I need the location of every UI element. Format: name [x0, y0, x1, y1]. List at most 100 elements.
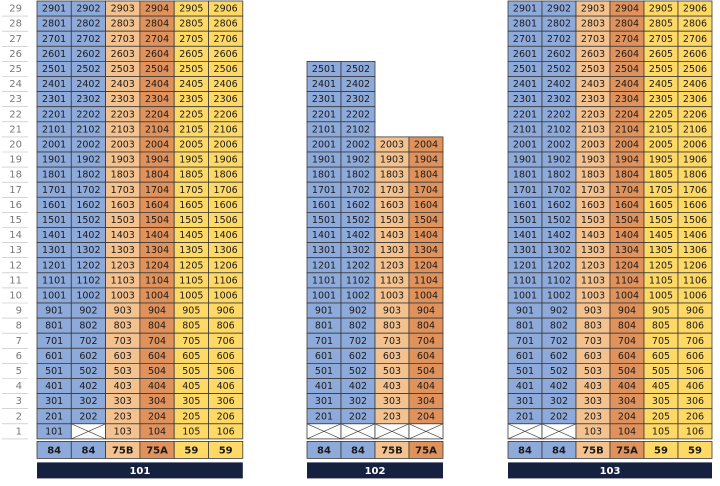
unit-number: 1003 [581, 290, 605, 301]
unit-number: 1604 [615, 200, 639, 211]
unit-number: 1302 [76, 245, 100, 256]
unit-number: 2304 [615, 94, 639, 105]
unit-number: 1406 [683, 230, 707, 241]
unit-number: 2103 [581, 124, 605, 135]
unit-number: 1504 [145, 215, 169, 226]
unit-number: 503 [584, 366, 602, 377]
unit-number: 302 [550, 396, 568, 407]
unit-number: 2306 [214, 94, 238, 105]
unit-number: 1305 [649, 245, 673, 256]
floor-label: 19 [9, 155, 22, 166]
unit-number: 2501 [513, 64, 537, 75]
unit-number: 802 [550, 321, 568, 332]
unit-number: 602 [550, 351, 568, 362]
unit-number: 305 [182, 396, 200, 407]
unit-number: 902 [550, 306, 568, 317]
unit-number: 705 [652, 336, 670, 347]
unit-number: 1401 [42, 230, 66, 241]
unit-number: 2102 [346, 124, 370, 135]
unit-number: 1801 [312, 170, 336, 181]
unit-number: 101 [45, 426, 63, 437]
unit-number: 606 [686, 351, 704, 362]
unit-number: 801 [516, 321, 534, 332]
unit-number: 602 [79, 351, 97, 362]
unit-number: 2301 [312, 94, 336, 105]
unit-number: 505 [182, 366, 200, 377]
unit-number: 1503 [581, 215, 605, 226]
unit-number: 105 [182, 426, 200, 437]
unit-number: 2001 [42, 139, 66, 150]
unit-number: 402 [349, 381, 367, 392]
unit-type: 84 [47, 445, 61, 456]
unit-number: 103 [114, 426, 132, 437]
unit-number: 2701 [42, 34, 66, 45]
unit-number: 2505 [179, 64, 203, 75]
unit-number: 2105 [649, 124, 673, 135]
unit-number: 2606 [683, 49, 707, 60]
unit-type: 59 [654, 445, 668, 456]
unit-number: 1001 [513, 290, 537, 301]
floor-label: 23 [9, 94, 22, 105]
unit-number: 2502 [76, 64, 100, 75]
floor-label: 13 [9, 245, 22, 256]
floor-label: 11 [9, 275, 22, 286]
unit-number: 1105 [649, 275, 673, 286]
unit-cell [208, 423, 244, 440]
unit-number: 1601 [312, 200, 336, 211]
unit-number: 1802 [346, 170, 370, 181]
unit-number: 1901 [312, 155, 336, 166]
floor-label: 24 [9, 79, 22, 90]
unit-number: 1004 [145, 290, 169, 301]
unit-number: 2203 [581, 109, 605, 120]
floor-label: 12 [9, 260, 22, 271]
unit-number: 2703 [111, 34, 135, 45]
unit-number: 605 [652, 351, 670, 362]
unit-number: 1303 [581, 245, 605, 256]
unit-number: 805 [182, 321, 200, 332]
unit-number: 506 [217, 366, 235, 377]
unit-number: 1804 [145, 170, 169, 181]
unit-number: 905 [182, 306, 200, 317]
unit-number: 2502 [547, 64, 571, 75]
blocked-cross [340, 423, 376, 440]
unit-number: 404 [148, 381, 166, 392]
unit-number: 1402 [547, 230, 571, 241]
unit-number: 2602 [76, 49, 100, 60]
unit-number: 1203 [581, 260, 605, 271]
unit-number: 2106 [214, 124, 238, 135]
unit-number: 406 [217, 381, 235, 392]
blocked-cross [408, 423, 444, 440]
unit-number: 2506 [214, 64, 238, 75]
unit-number: 202 [79, 411, 97, 422]
unit-number: 2401 [312, 79, 336, 90]
unit-number: 2401 [513, 79, 537, 90]
unit-number: 2202 [547, 109, 571, 120]
unit-number: 406 [686, 381, 704, 392]
unit-number: 901 [315, 306, 333, 317]
floor-label: 3 [16, 396, 22, 407]
floor-label: 18 [9, 170, 22, 181]
unit-number: 1502 [346, 215, 370, 226]
unit-number: 303 [584, 396, 602, 407]
unit-number: 2006 [214, 139, 238, 150]
unit-type: 84 [552, 445, 566, 456]
unit-number: 2005 [649, 139, 673, 150]
unit-number: 1101 [42, 275, 66, 286]
unit-number: 2303 [581, 94, 605, 105]
unit-number: 106 [217, 426, 235, 437]
unit-number: 1205 [179, 260, 203, 271]
unit-number: 2205 [649, 109, 673, 120]
unit-number: 1104 [615, 275, 639, 286]
unit-number: 104 [618, 426, 636, 437]
unit-number: 2905 [179, 4, 203, 15]
unit-number: 2304 [145, 94, 169, 105]
unit-number: 1102 [547, 275, 571, 286]
unit-number: 2406 [683, 79, 707, 90]
unit-number: 1501 [42, 215, 66, 226]
unit-number: 2001 [513, 139, 537, 150]
unit-number: 1102 [346, 275, 370, 286]
unit-number: 203 [383, 411, 401, 422]
unit-number: 1503 [380, 215, 404, 226]
unit-number: 2102 [547, 124, 571, 135]
blocked-cross [541, 423, 577, 440]
